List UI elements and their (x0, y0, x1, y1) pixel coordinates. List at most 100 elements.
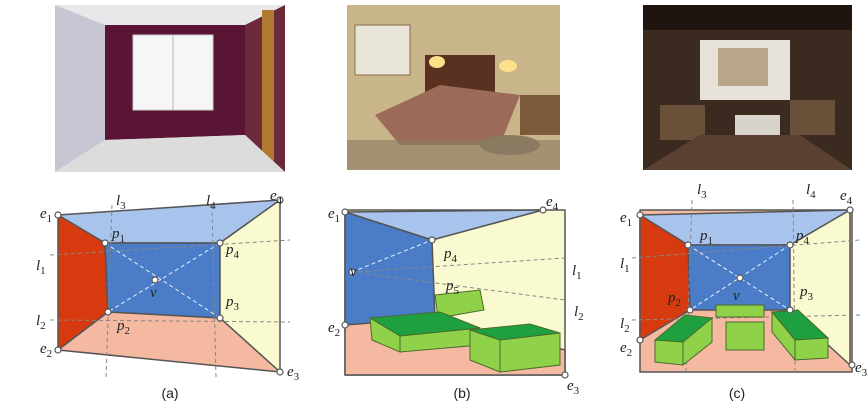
point-label: l2 (574, 304, 584, 323)
point-label: p4 (225, 242, 240, 261)
label-index: 3 (120, 200, 126, 212)
label-index: 3 (808, 291, 814, 303)
label-letter: p (799, 284, 808, 300)
photo-b (347, 5, 560, 170)
point-label: l2 (36, 313, 46, 332)
label-index: 3 (701, 189, 707, 201)
caption: (c) (729, 385, 745, 401)
label-index: 1 (40, 265, 46, 277)
point-label: e3 (287, 364, 300, 383)
point-label: e4 (840, 188, 853, 207)
label-letter: l (116, 193, 120, 209)
label-letter: e (328, 320, 335, 336)
point-label: l1 (572, 263, 582, 282)
label-index: 1 (708, 235, 714, 247)
label-index: 3 (294, 371, 300, 383)
label-index: 4 (234, 249, 240, 261)
label-letter: e (546, 194, 553, 210)
caption: (b) (453, 385, 470, 401)
label-index: 1 (47, 213, 53, 225)
label-index: 3 (574, 385, 580, 397)
label-index: 2 (624, 323, 630, 335)
label-letter: e (620, 210, 627, 226)
label-letter: p (225, 242, 234, 258)
label-index: 4 (847, 195, 853, 207)
label-letter: e (567, 378, 574, 394)
label-index: 4 (553, 201, 559, 213)
point-label: l4 (806, 182, 816, 201)
point-label: p4 (443, 246, 458, 265)
point-label: p3 (799, 284, 814, 303)
label-index: 4 (210, 200, 216, 212)
label-letter: p (667, 290, 676, 306)
label-letter: e (270, 188, 277, 204)
label-letter: p (699, 228, 708, 244)
diagram-c (631, 199, 861, 373)
point-label: e4 (546, 194, 559, 213)
point-label: l3 (697, 182, 707, 201)
point-label: p2 (116, 318, 130, 337)
label-index: 1 (120, 233, 126, 245)
label-index: 2 (578, 311, 584, 323)
point-label: l1 (36, 258, 46, 277)
label-index: 3 (862, 367, 867, 379)
label-letter: e (328, 206, 335, 222)
label-index: 4 (452, 253, 458, 265)
label-letter: l (620, 316, 624, 332)
point-label: e1 (328, 206, 340, 225)
label-index: 4 (804, 235, 810, 247)
label-letter: p (111, 226, 120, 242)
label-letter: p (225, 294, 234, 310)
label-letter: l (36, 313, 40, 329)
label-letter: l (572, 263, 576, 279)
point-label: e1 (620, 210, 632, 229)
label-letter: l (206, 193, 210, 209)
point-label: v (733, 288, 740, 304)
point-label: v (350, 264, 357, 280)
point-label: e3 (567, 378, 580, 397)
point-label: e1 (40, 206, 52, 225)
photo-a (55, 5, 285, 172)
label-index: 1 (624, 263, 630, 275)
caption: (a) (161, 385, 178, 401)
label-letter: e (40, 206, 47, 222)
label-letter: e (620, 340, 627, 356)
point-label: l1 (620, 256, 630, 275)
label-letter: p (443, 246, 452, 262)
label-letter: e (40, 341, 47, 357)
label-letter: e (840, 188, 847, 204)
label-letter: v (350, 264, 357, 280)
label-index: 2 (125, 325, 131, 337)
label-index: 2 (47, 348, 53, 360)
point-label: p4 (795, 228, 810, 247)
point-label: p3 (225, 294, 240, 313)
point-label: e2 (40, 341, 52, 360)
label-index: 4 (277, 195, 283, 207)
label-letter: l (574, 304, 578, 320)
label-index: 2 (676, 297, 682, 309)
label-letter: e (855, 360, 862, 376)
point-label: p2 (667, 290, 681, 309)
point-label: p1 (111, 226, 125, 245)
point-label: l4 (206, 193, 216, 212)
label-letter: p (445, 278, 454, 294)
label-letter: p (116, 318, 125, 334)
label-index: 1 (576, 270, 582, 282)
label-index: 3 (234, 301, 240, 313)
point-label: e2 (328, 320, 340, 339)
label-index: 4 (810, 189, 816, 201)
diagram-b (341, 206, 569, 379)
point-label: v (150, 285, 157, 301)
point-label: e4 (270, 188, 283, 207)
label-index: 2 (335, 327, 341, 339)
label-letter: l (620, 256, 624, 272)
photo-c (643, 5, 852, 170)
label-letter: v (150, 285, 157, 301)
point-label: p5 (445, 278, 460, 297)
point-label: e2 (620, 340, 632, 359)
label-index: 1 (335, 213, 341, 225)
label-index: 2 (627, 347, 633, 359)
point-label: p1 (699, 228, 713, 247)
point-label: l2 (620, 316, 630, 335)
